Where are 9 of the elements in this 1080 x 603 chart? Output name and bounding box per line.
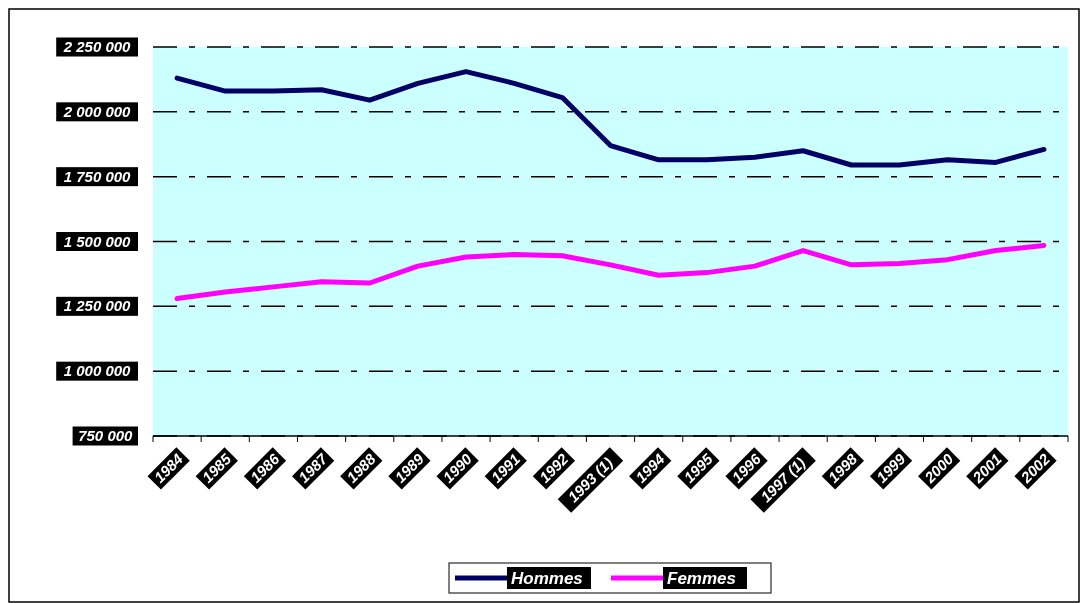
y-tick-label: 1 500 000 bbox=[63, 232, 132, 250]
y-tick-label: 1 750 000 bbox=[63, 167, 132, 185]
y-tick-label: 1 250 000 bbox=[63, 297, 132, 315]
y-tick-label: 2 250 000 bbox=[62, 38, 132, 55]
y-tick-label: 1 000 000 bbox=[63, 362, 132, 380]
y-tick-label: 750 000 bbox=[78, 427, 134, 444]
y-tick-label: 2 000 000 bbox=[62, 102, 132, 120]
legend-label: Femmes bbox=[667, 569, 736, 588]
legend-label: Hommes bbox=[511, 569, 583, 588]
